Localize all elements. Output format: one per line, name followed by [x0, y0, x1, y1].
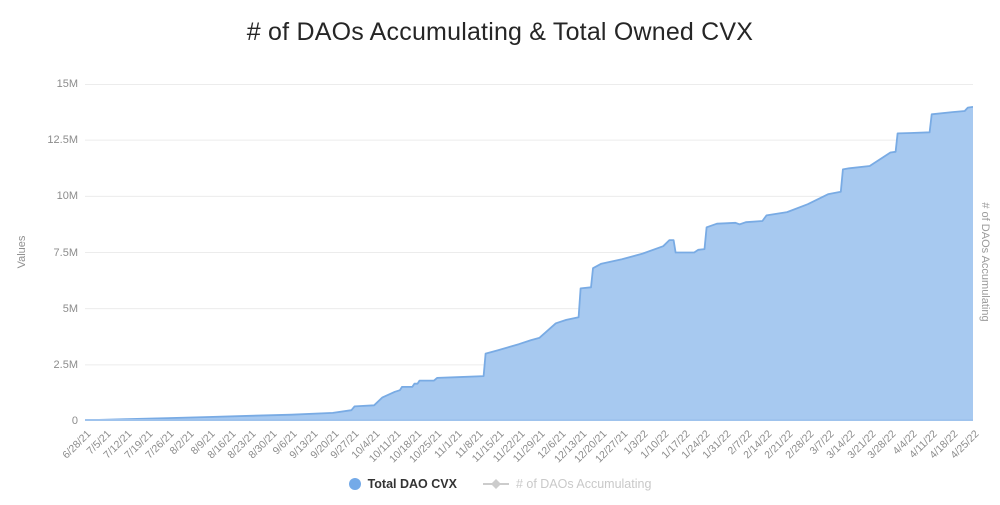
chart-title: # of DAOs Accumulating & Total Owned CVX: [246, 18, 754, 46]
y-tick-label: 7.5M: [53, 246, 78, 259]
legend-item-daos-accumulating[interactable]: # of DAOs Accumulating: [482, 477, 652, 491]
legend-label-daos-accumulating: # of DAOs Accumulating: [515, 477, 652, 491]
y-axis-title-left-text: Values: [16, 235, 28, 269]
y-tick-label: 2.5M: [53, 358, 78, 371]
y-tick-label: 12.5M: [47, 134, 78, 147]
plot-area[interactable]: [85, 84, 973, 421]
total-dao-cvx-area: [85, 106, 973, 421]
legend-item-total-dao-cvx[interactable]: Total DAO CVX: [348, 477, 457, 491]
y-axis-title-right-text: # of DAOs Accumulating: [979, 202, 991, 322]
y-tick-label: 0: [71, 415, 78, 427]
legend: Total DAO CVX # of DAOs Accumulating: [0, 477, 1000, 491]
circle-marker-icon: [348, 478, 361, 490]
legend-label-total-dao-cvx: Total DAO CVX: [367, 477, 457, 491]
y-tick-label: 15M: [56, 78, 78, 90]
y-tick-label: 5M: [62, 302, 78, 315]
line-diamond-marker-icon: [482, 479, 509, 489]
total-dao-cvx-line: [85, 106, 973, 421]
y-tick-label: 10M: [56, 190, 78, 203]
